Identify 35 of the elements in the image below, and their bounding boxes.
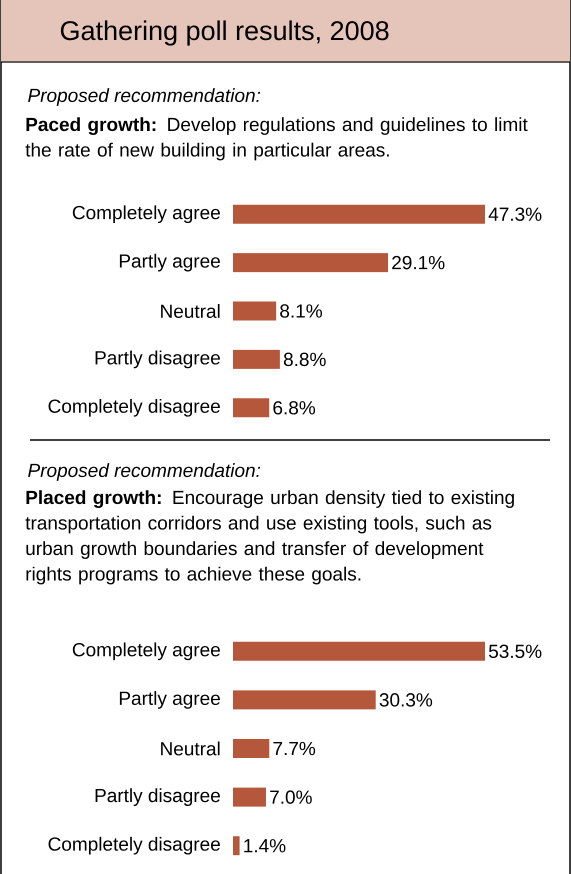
data-label: 1.4%	[244, 839, 286, 852]
bar	[233, 302, 276, 321]
bar	[233, 642, 485, 661]
data-label: 8.1%	[280, 304, 322, 318]
data-label: 47.3%	[488, 207, 542, 221]
bar	[233, 788, 266, 807]
text: Placed growth: Encourage urban density tied to existing transportation corridors and use existing tools, such as urban growth boundaries and transfer of development rights programs to achieve these goals.	[25, 490, 514, 584]
y-tick-label: Partly disagree	[96, 788, 220, 806]
y-tick-label: Completely agree	[72, 205, 220, 224]
y-tick-label: Neutral	[161, 742, 220, 756]
data-label: 6.8%	[273, 401, 316, 415]
data-label: 30.3%	[380, 693, 432, 707]
y-tick-label: Partly agree	[120, 691, 220, 709]
data-label: 29.1%	[392, 256, 444, 270]
data-label: 53.5%	[488, 644, 542, 658]
bar	[233, 350, 280, 369]
data-label: 8.8%	[284, 352, 326, 366]
chart-title: Gathering poll results, 2008	[60, 20, 388, 46]
y-tick-label: Partly agree	[120, 254, 220, 272]
bar	[233, 204, 486, 224]
y-tick-label: Completely agree	[72, 642, 220, 660]
data-label: 7.7%	[273, 742, 316, 756]
chart-subtitle: Proposed recommendation:	[28, 88, 260, 106]
y-tick-label: Completely disagree	[48, 836, 220, 855]
bar	[233, 690, 376, 710]
y-tick-label: Neutral	[161, 304, 220, 318]
bar	[233, 253, 388, 272]
bar	[233, 836, 240, 856]
bar	[233, 398, 270, 418]
bar	[233, 739, 270, 758]
text: Paced growth: Develop regulations and guidelines to limit the rate of new building in particular areas.	[25, 117, 528, 160]
data-label: 7.0%	[270, 790, 312, 804]
y-tick-label: Partly disagree	[96, 350, 220, 368]
chart-subtitle: Proposed recommendation:	[28, 463, 260, 481]
y-tick-label: Completely disagree	[48, 398, 220, 417]
